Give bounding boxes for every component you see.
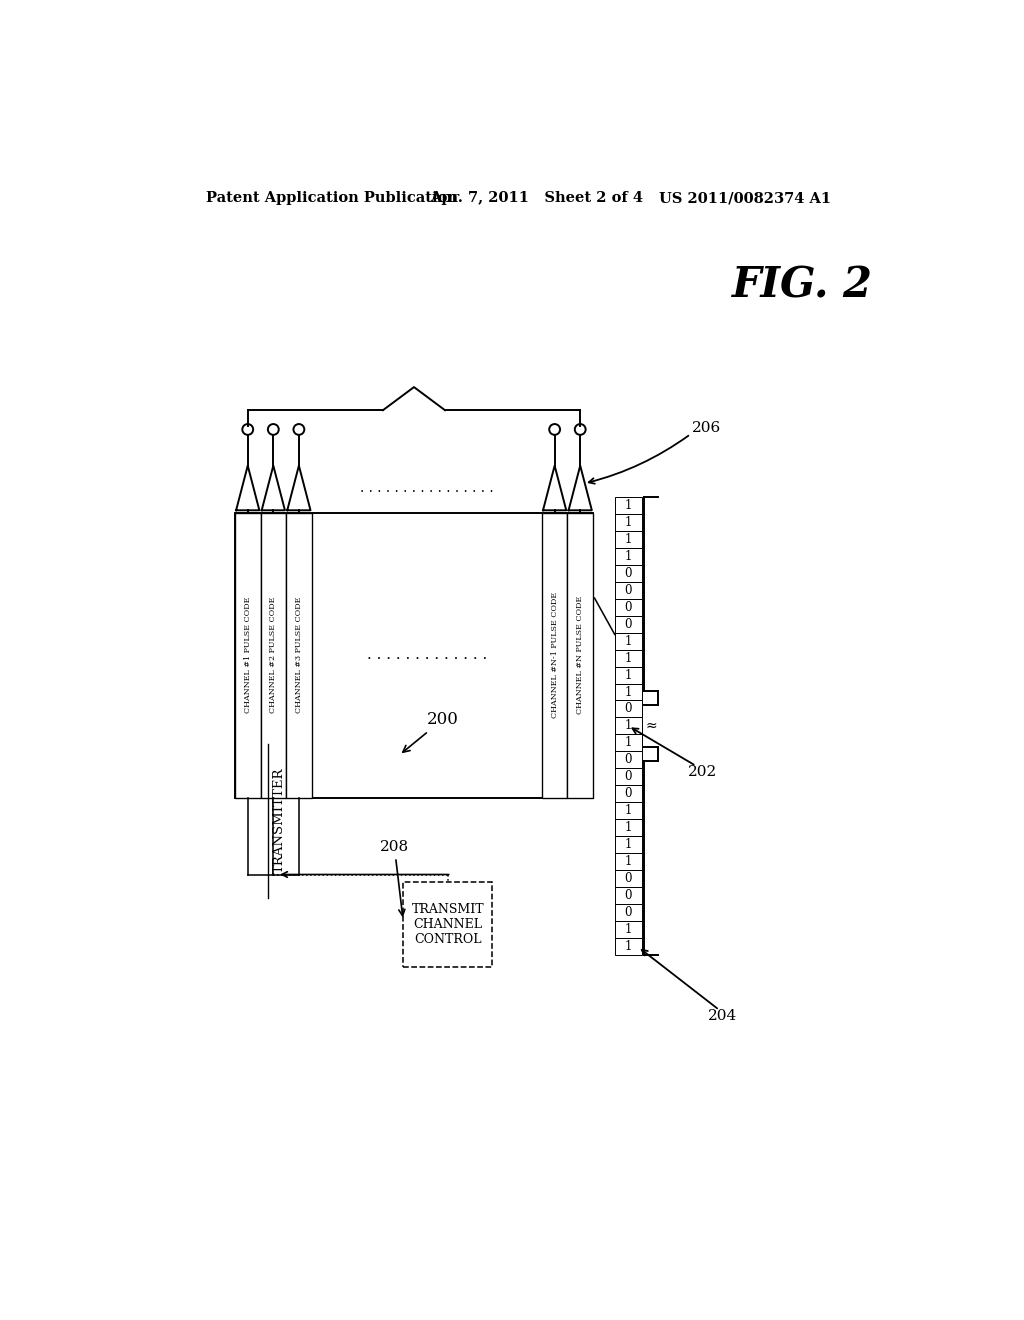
Text: CHANNEL #N PULSE CODE: CHANNEL #N PULSE CODE bbox=[577, 595, 585, 714]
Text: 0: 0 bbox=[625, 566, 632, 579]
Text: 1: 1 bbox=[625, 737, 632, 750]
Text: TRANSMITTER: TRANSMITTER bbox=[272, 768, 286, 874]
Text: CHANNEL #1 PULSE CODE: CHANNEL #1 PULSE CODE bbox=[244, 597, 252, 713]
Polygon shape bbox=[568, 466, 592, 511]
Text: 0: 0 bbox=[625, 618, 632, 631]
Text: 1: 1 bbox=[625, 550, 632, 564]
Bar bbox=[614, 701, 642, 718]
Text: 0: 0 bbox=[625, 871, 632, 884]
Text: 1: 1 bbox=[625, 923, 632, 936]
Text: 0: 0 bbox=[625, 754, 632, 767]
Text: 1: 1 bbox=[625, 499, 632, 512]
Text: 206: 206 bbox=[692, 421, 722, 434]
Bar bbox=[614, 818, 642, 836]
Text: 1: 1 bbox=[625, 821, 632, 834]
Bar bbox=[614, 515, 642, 531]
Bar bbox=[614, 887, 642, 904]
Text: 1: 1 bbox=[625, 635, 632, 648]
Bar bbox=[567, 512, 593, 797]
Bar bbox=[614, 803, 642, 818]
Text: 0: 0 bbox=[625, 787, 632, 800]
Polygon shape bbox=[262, 466, 285, 511]
Text: 1: 1 bbox=[625, 533, 632, 546]
Text: FIG. 2: FIG. 2 bbox=[732, 264, 872, 306]
Bar bbox=[260, 512, 286, 797]
Bar bbox=[614, 599, 642, 615]
Bar bbox=[234, 512, 593, 797]
Text: 200: 200 bbox=[402, 711, 459, 752]
Text: 0: 0 bbox=[625, 906, 632, 919]
Bar bbox=[614, 734, 642, 751]
Polygon shape bbox=[543, 466, 566, 511]
Bar bbox=[614, 836, 642, 853]
Bar bbox=[614, 785, 642, 803]
Text: 204: 204 bbox=[708, 1010, 737, 1023]
Circle shape bbox=[243, 424, 253, 434]
Text: 1: 1 bbox=[625, 668, 632, 681]
Text: CHANNEL #N-1 PULSE CODE: CHANNEL #N-1 PULSE CODE bbox=[551, 591, 559, 718]
Bar bbox=[614, 565, 642, 582]
Bar bbox=[614, 853, 642, 870]
Text: 202: 202 bbox=[688, 766, 718, 779]
Bar bbox=[614, 751, 642, 768]
Text: 0: 0 bbox=[625, 888, 632, 902]
Bar bbox=[614, 498, 642, 515]
Bar bbox=[614, 582, 642, 599]
Circle shape bbox=[268, 424, 279, 434]
Bar bbox=[234, 512, 260, 797]
Text: ≈: ≈ bbox=[645, 719, 657, 733]
Text: Patent Application Publication: Patent Application Publication bbox=[206, 191, 458, 206]
Bar bbox=[614, 667, 642, 684]
Text: 1: 1 bbox=[625, 652, 632, 665]
Bar bbox=[614, 904, 642, 921]
Text: 1: 1 bbox=[625, 838, 632, 851]
Bar bbox=[614, 870, 642, 887]
Bar bbox=[614, 684, 642, 701]
Text: 1: 1 bbox=[625, 804, 632, 817]
Text: 1: 1 bbox=[625, 940, 632, 953]
Text: 0: 0 bbox=[625, 583, 632, 597]
Bar bbox=[286, 512, 311, 797]
Polygon shape bbox=[237, 466, 259, 511]
Text: 1: 1 bbox=[625, 685, 632, 698]
Bar bbox=[614, 531, 642, 548]
Bar bbox=[403, 882, 493, 966]
Bar bbox=[614, 649, 642, 667]
Circle shape bbox=[574, 424, 586, 434]
Bar bbox=[614, 615, 642, 632]
Text: CHANNEL #3 PULSE CODE: CHANNEL #3 PULSE CODE bbox=[295, 597, 303, 713]
Circle shape bbox=[294, 424, 304, 434]
Bar bbox=[614, 718, 642, 734]
Text: 1: 1 bbox=[625, 855, 632, 869]
Text: Apr. 7, 2011   Sheet 2 of 4: Apr. 7, 2011 Sheet 2 of 4 bbox=[430, 191, 643, 206]
Text: TRANSMIT
CHANNEL
CONTROL: TRANSMIT CHANNEL CONTROL bbox=[412, 903, 484, 946]
Text: 0: 0 bbox=[625, 770, 632, 783]
Polygon shape bbox=[288, 466, 310, 511]
Bar bbox=[614, 632, 642, 649]
Bar bbox=[542, 512, 567, 797]
Text: 1: 1 bbox=[625, 719, 632, 733]
Bar bbox=[614, 937, 642, 954]
Text: 1: 1 bbox=[625, 516, 632, 529]
Text: . . . . . . . . . . . . .: . . . . . . . . . . . . . bbox=[367, 648, 486, 663]
Text: 208: 208 bbox=[380, 841, 409, 916]
Text: . . . . . . . . . . . . . . . .: . . . . . . . . . . . . . . . . bbox=[360, 480, 494, 495]
Bar bbox=[614, 768, 642, 785]
Text: CHANNEL #2 PULSE CODE: CHANNEL #2 PULSE CODE bbox=[269, 597, 278, 713]
Text: US 2011/0082374 A1: US 2011/0082374 A1 bbox=[658, 191, 831, 206]
Circle shape bbox=[549, 424, 560, 434]
Text: 0: 0 bbox=[625, 702, 632, 715]
Bar bbox=[614, 548, 642, 565]
Bar bbox=[614, 921, 642, 937]
Text: 0: 0 bbox=[625, 601, 632, 614]
